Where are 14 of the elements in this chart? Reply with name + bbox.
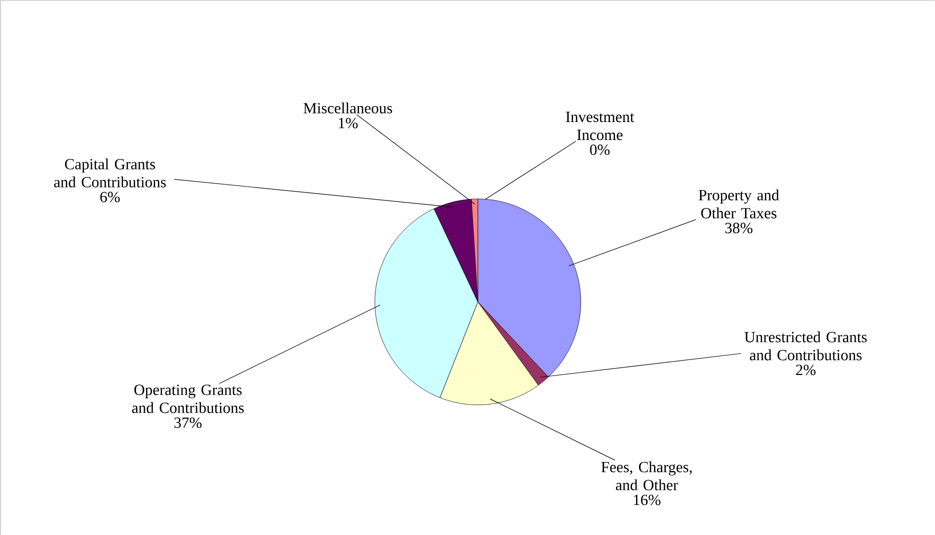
data-label: 2% [796, 364, 816, 376]
data-label: 1% [338, 118, 358, 128]
slice-label: Miscellaneous [304, 102, 392, 114]
data-label: 37% [174, 417, 202, 428]
data-label: 38% [725, 222, 752, 234]
slice-label: Unrestricted Grants and Contributions [744, 331, 867, 360]
slice-label: Property and Other Taxes [698, 189, 780, 218]
data-label: 16% [634, 494, 660, 506]
slice-label: Capital Grants and Contributions [54, 158, 166, 188]
slice-label: Operating Grants and Contributions [132, 384, 244, 414]
slice-label: Fees, Charges, and Other [601, 461, 692, 490]
text: 0% [590, 144, 610, 155]
category-label: Investment Income [566, 112, 634, 140]
data-label: 6% [100, 192, 120, 202]
